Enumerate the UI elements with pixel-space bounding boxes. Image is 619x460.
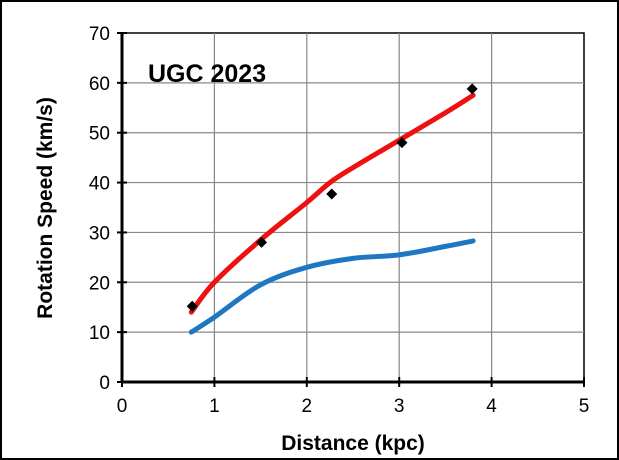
data-point: [466, 83, 478, 95]
x-tick-label: 4: [486, 396, 497, 417]
chart-title: UGC 2023: [148, 60, 266, 88]
y-tick-label: 70: [89, 24, 110, 45]
y-tick-label: 30: [89, 223, 110, 244]
x-tick-label: 0: [117, 396, 128, 417]
y-tick-label: 60: [89, 74, 110, 95]
y-tick-label: 40: [89, 174, 110, 195]
observed-data-points: [186, 83, 478, 312]
x-tick-label: 1: [209, 396, 220, 417]
series-lines: [188, 92, 476, 335]
y-tick-label: 0: [99, 373, 110, 394]
y-tick-label: 10: [89, 323, 110, 344]
y-tick-label: 50: [89, 124, 110, 145]
x-tick-label: 5: [579, 396, 590, 417]
data-point: [256, 236, 268, 248]
data-point: [326, 188, 338, 200]
y-axis-title: Rotation Speed (km/s): [34, 97, 57, 319]
series-line-model-fit-curve: [188, 92, 476, 315]
series-line-baryonic-curve: [188, 238, 476, 335]
data-point: [186, 300, 198, 312]
x-tick-label: 2: [302, 396, 313, 417]
y-tick-label: 20: [89, 273, 110, 294]
x-axis-title: Distance (kpc): [281, 432, 425, 455]
data-point: [396, 137, 408, 149]
x-tick-label: 3: [394, 396, 405, 417]
